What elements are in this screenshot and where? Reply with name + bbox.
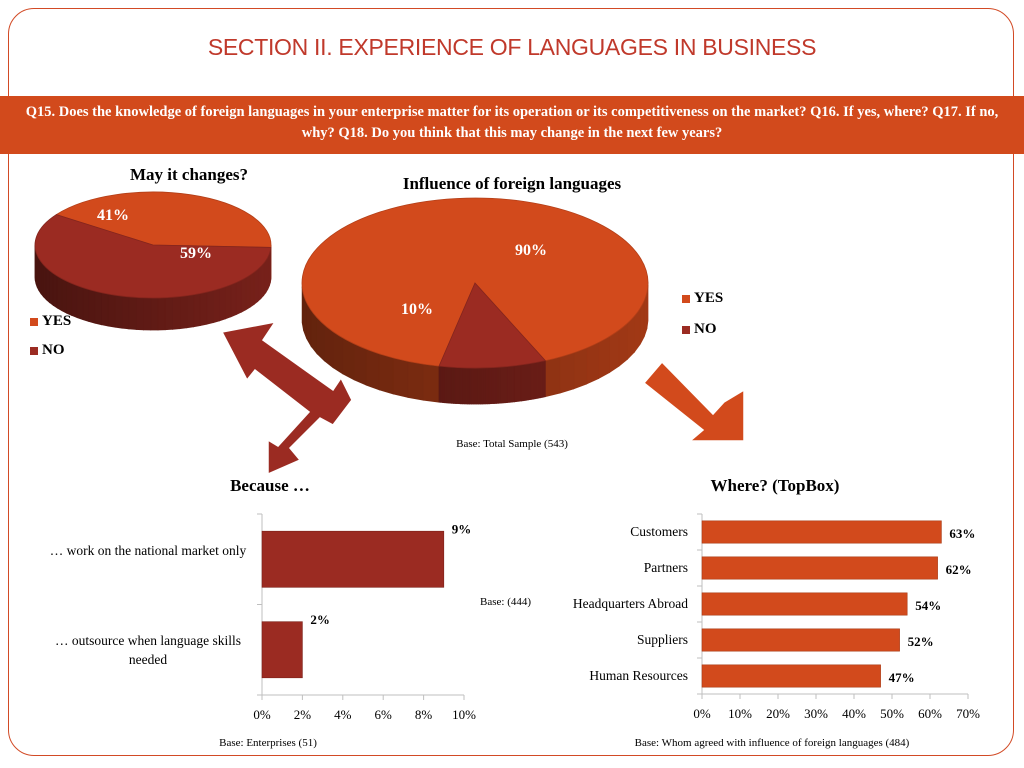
slide-frame (8, 8, 1014, 756)
bar2-title: Where? (TopBox) (710, 476, 840, 495)
pie1-no-value-label: 59% (180, 245, 212, 262)
legend-swatch-yes (682, 294, 690, 303)
pie1-legend-yes: YES (30, 313, 71, 330)
pie2-legend-no-label: NO (694, 321, 717, 337)
pie2-title: Influence of foreign languages (402, 174, 622, 193)
bar1-side-note: Base: (444) (480, 596, 532, 608)
pie1-legend-yes-label: YES (42, 313, 72, 329)
pie2-legend-yes: YES (682, 290, 723, 307)
pie2-legend-no: NO (682, 321, 717, 338)
bar1-category-0: … work on the national market only (49, 543, 247, 558)
page-title: SECTION II. EXPERIENCE OF LANGUAGES IN B… (207, 34, 817, 60)
legend-swatch-no (682, 325, 690, 334)
pie1-title: May it changes? (129, 165, 249, 184)
pie1-legend-no-label: NO (42, 342, 65, 358)
pie1-yes-value-label: 41% (97, 207, 129, 224)
legend-swatch-no (30, 346, 38, 355)
pie2-base-note: Base: Total Sample (543) (456, 438, 568, 450)
pie2-legend-yes-label: YES (694, 290, 724, 306)
pie1-legend-no: NO (30, 342, 65, 359)
question-banner: Q15. Does the knowledge of foreign langu… (0, 96, 1024, 154)
bar1-category-1: … outsource when language skills needed (55, 633, 241, 667)
bar1-title: Because … (230, 476, 310, 495)
legend-swatch-yes (30, 317, 38, 326)
pie2-yes-value-label: 90% (515, 242, 547, 259)
pie2-no-value-label: 10% (401, 301, 433, 318)
bar2-base-note: Base: Whom agreed with influence of fore… (634, 737, 910, 749)
bar1-base-note: Base: Enterprises (51) (219, 737, 317, 749)
